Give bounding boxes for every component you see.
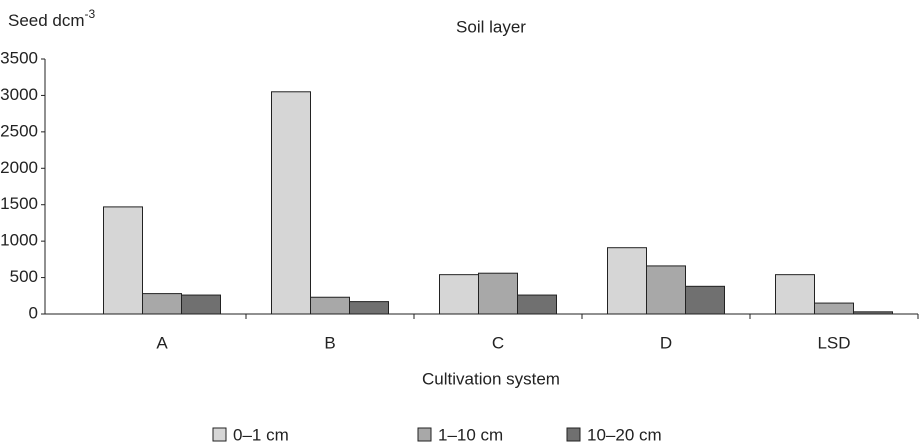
bar — [607, 247, 647, 315]
bar — [814, 302, 854, 315]
legend-swatch — [417, 427, 432, 442]
bar — [775, 274, 815, 315]
y-tick-label: 3500 — [0, 48, 38, 67]
y-tick-label: 0 — [29, 303, 38, 322]
legend-label: 10–20 cm — [587, 425, 662, 444]
bar — [478, 272, 518, 315]
bar — [142, 293, 182, 315]
y-tick-label: 3000 — [0, 85, 38, 104]
chart-title: Soil layer — [456, 17, 526, 36]
y-axis-label: Seed dcm-3 — [8, 7, 96, 30]
bar — [349, 301, 389, 315]
bar — [271, 91, 311, 315]
x-tick-label: C — [492, 333, 504, 352]
y-tick-label: 2000 — [0, 158, 38, 177]
x-tick-label: B — [324, 333, 335, 352]
legend-label: 1–10 cm — [438, 425, 503, 444]
bar — [439, 274, 479, 315]
bar — [646, 265, 686, 315]
y-axis-label-superscript: -3 — [85, 7, 96, 21]
legend-swatch — [566, 427, 581, 442]
legend-swatch — [212, 427, 227, 442]
bar — [181, 294, 221, 315]
bar — [310, 296, 350, 315]
bar — [103, 206, 143, 315]
y-axis-label-main: Seed dcm — [8, 11, 85, 30]
x-tick-label: LSD — [817, 333, 850, 352]
y-tick-label: 1000 — [0, 231, 38, 250]
y-tick-label: 500 — [10, 267, 38, 286]
bar — [685, 285, 725, 315]
y-tick-label: 1500 — [0, 194, 38, 213]
bar — [517, 294, 557, 315]
legend-label: 0–1 cm — [233, 425, 289, 444]
bar — [853, 311, 893, 315]
x-axis-label: Cultivation system — [422, 369, 560, 388]
y-tick-label: 2500 — [0, 121, 38, 140]
x-tick-label: A — [156, 333, 168, 352]
x-tick-label: D — [660, 333, 672, 352]
